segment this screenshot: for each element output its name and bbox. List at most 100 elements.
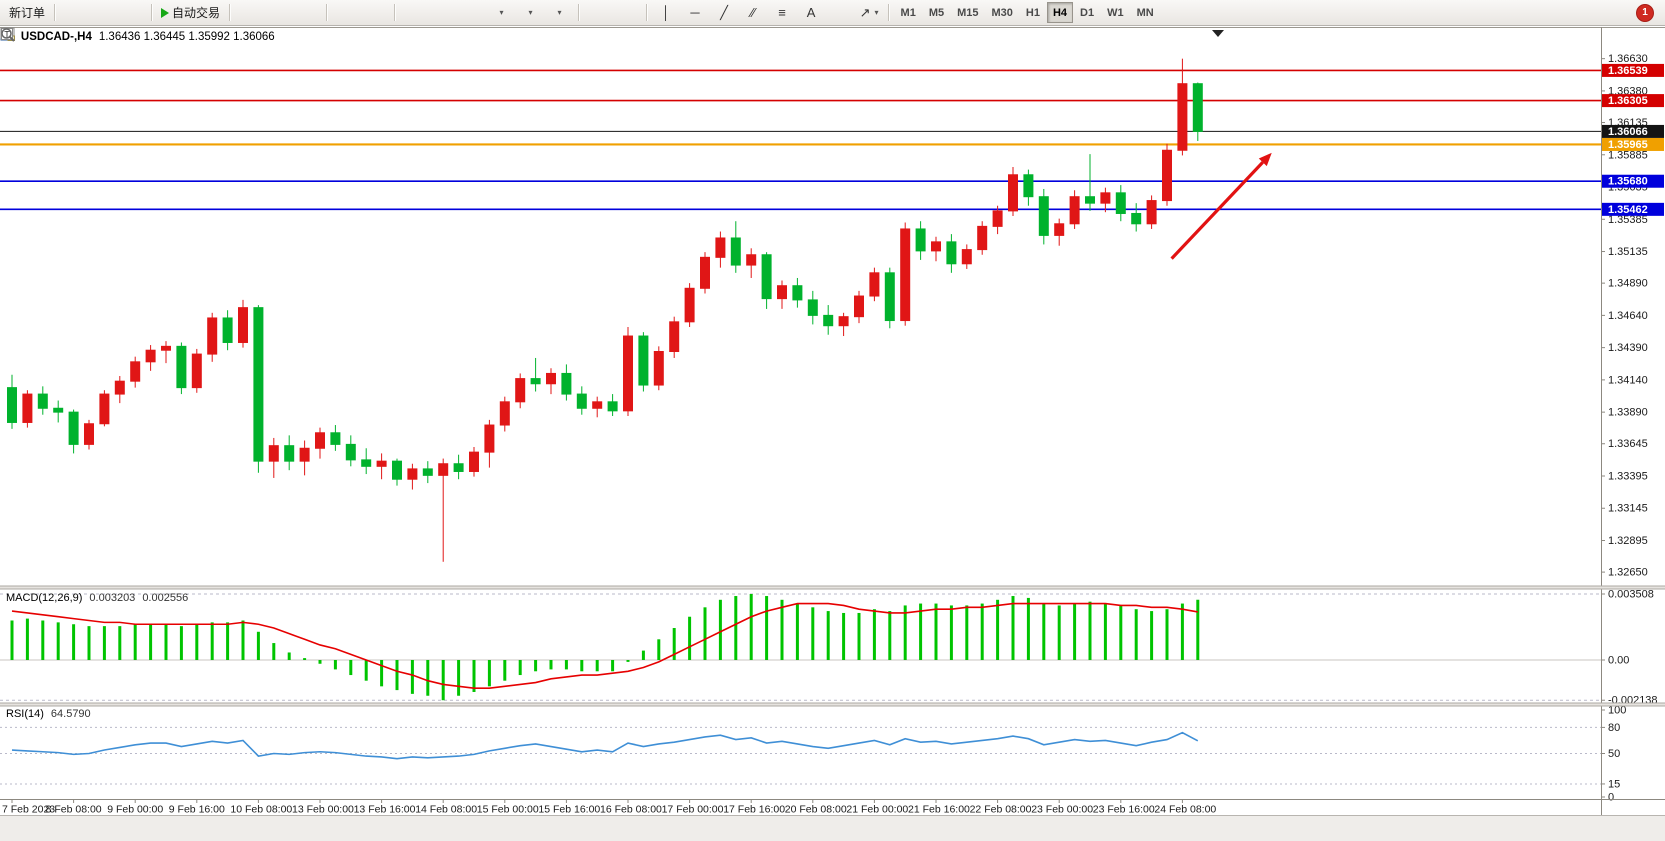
svg-text:80: 80 — [1608, 722, 1620, 734]
svg-text:1.34140: 1.34140 — [1608, 374, 1648, 386]
svg-text:1.34390: 1.34390 — [1608, 342, 1648, 354]
timeframe-d1-button[interactable]: D1 — [1080, 6, 1095, 19]
svg-text:1.33890: 1.33890 — [1608, 407, 1648, 419]
svg-text:22 Feb 08:00: 22 Feb 08:00 — [970, 804, 1032, 816]
svg-text:1.35135: 1.35135 — [1608, 246, 1648, 258]
price-axis: 1.366301.363801.361351.358851.356351.353… — [1601, 53, 1664, 804]
channel-icon: ∕∕ — [750, 5, 756, 20]
timeframe-m1-button[interactable]: M1 — [900, 6, 916, 19]
svg-text:50: 50 — [1608, 748, 1620, 760]
toolbar-separator — [229, 4, 231, 21]
bar-chart-mode-button[interactable] — [1, 1, 263, 39]
svg-text:9 Feb 00:00: 9 Feb 00:00 — [107, 804, 163, 816]
arrange-vertical-button[interactable] — [1, 1, 486, 41]
main-toolbar: 新订单 自动交易 — [0, 0, 1665, 42]
svg-text:1.36135: 1.36135 — [1608, 117, 1648, 129]
timeframe-mn-button[interactable]: MN — [1136, 6, 1154, 19]
timeframe-group: M1 M5 M15 M30 H1 H4 D1 W1 MN — [894, 2, 1160, 23]
zoom-out-button[interactable] — [1, 1, 389, 41]
svg-text:1.33395: 1.33395 — [1608, 470, 1648, 482]
svg-text:1.32650: 1.32650 — [1608, 567, 1648, 579]
search-button[interactable] — [1, 1, 1633, 42]
alerts-button[interactable] — [0, 1, 146, 40]
auto-trading-label: 自动交易 — [172, 6, 221, 20]
dropdown-arrow-icon: ▾ — [499, 8, 504, 17]
svg-text:17 Feb 00:00: 17 Feb 00:00 — [662, 804, 724, 816]
svg-text:0.00: 0.00 — [1608, 655, 1629, 667]
timeframe-m15-button[interactable]: M15 — [957, 6, 979, 19]
data-window-button[interactable] — [1, 1, 117, 40]
arrange-horizontal-button[interactable] — [0, 1, 457, 40]
search-icon — [1, 28, 15, 42]
timeframe-h1-button[interactable]: H1 — [1025, 6, 1040, 19]
text-label-tool-button[interactable]: T — [1, 1, 854, 40]
horizontal-line-tool-button[interactable]: ─ — [681, 1, 709, 25]
notification-badge[interactable]: 1 — [1636, 3, 1654, 22]
svg-text:1.33145: 1.33145 — [1608, 503, 1648, 515]
timeframe-m30-button[interactable]: M30 — [991, 6, 1013, 19]
rsi-line — [11, 731, 1199, 760]
svg-text:1.36539: 1.36539 — [1608, 65, 1648, 77]
svg-text:1.32895: 1.32895 — [1608, 535, 1648, 547]
svg-text:1.35462: 1.35462 — [1608, 204, 1648, 216]
indicators-dropdown[interactable]: ▾ — [0, 1, 573, 41]
macd-signal-line — [11, 602, 1198, 690]
toolbar-separator — [646, 4, 648, 21]
svg-text:1.36630: 1.36630 — [1608, 53, 1648, 65]
timeframe-w1-button[interactable]: W1 — [1107, 6, 1124, 19]
svg-text:10 Feb 08:00: 10 Feb 08:00 — [230, 804, 292, 816]
new-order-button[interactable]: 新订单 — [1, 1, 49, 40]
crosshair-tool-button[interactable] — [1, 1, 641, 40]
text-tool-button[interactable]: A — [797, 1, 825, 25]
panel-splitter[interactable] — [0, 702, 1665, 707]
auto-trading-button[interactable]: 自动交易 — [157, 1, 224, 25]
chart-end-marker-icon[interactable] — [1212, 30, 1224, 37]
trend-arrow[interactable] — [1170, 161, 1264, 260]
vertical-line-tool-button[interactable]: │ — [652, 1, 680, 25]
rsi-value: 64.5790 — [50, 708, 91, 720]
new-chart-dropdown[interactable]: ▾ — [0, 1, 515, 40]
line-chart-mode-button[interactable] — [0, 1, 321, 38]
svg-text:7 Feb 2023: 7 Feb 2023 — [2, 804, 55, 816]
trend-arrow-head — [1258, 152, 1272, 167]
chart-area[interactable]: 1.366301.363801.361351.358851.356351.353… — [0, 27, 1665, 841]
svg-text:T: T — [4, 30, 10, 40]
dropdown-arrow-icon: ▾ — [557, 8, 562, 17]
svg-text:15: 15 — [1608, 778, 1620, 790]
svg-text:13 Feb 16:00: 13 Feb 16:00 — [354, 804, 416, 816]
horizontal-line-icon: ─ — [690, 5, 700, 20]
svg-text:15 Feb 00:00: 15 Feb 00:00 — [477, 804, 539, 816]
svg-text:1.35385: 1.35385 — [1608, 214, 1648, 226]
trendline-icon: ╱ — [720, 5, 728, 20]
fibonacci-tool-button[interactable]: ≡ — [768, 1, 796, 25]
macd-name: MACD(12,26,9) — [6, 592, 83, 604]
toolbar-separator — [394, 4, 396, 21]
market-watch-button[interactable] — [0, 1, 88, 39]
svg-text:1.36305: 1.36305 — [1608, 95, 1648, 107]
toolbar-separator — [578, 4, 580, 21]
fibonacci-icon: ≡ — [778, 5, 786, 20]
channel-tool-button[interactable]: ∕∕ — [739, 1, 767, 25]
zoom-in-button[interactable] — [1, 1, 360, 41]
svg-text:1.34640: 1.34640 — [1608, 310, 1648, 322]
svg-text:1.34890: 1.34890 — [1608, 278, 1648, 290]
dropdown-arrow-icon: ▾ — [874, 8, 879, 17]
svg-text:1.35965: 1.35965 — [1608, 139, 1648, 151]
timeframe-m5-button[interactable]: M5 — [928, 6, 945, 19]
period-dropdown[interactable]: ▾ — [1, 1, 544, 40]
arrow-shape-icon: ↗ — [859, 5, 871, 20]
svg-text:1.35885: 1.35885 — [1608, 149, 1648, 161]
arrows-tool-dropdown[interactable]: ↗ ▾ — [855, 1, 883, 25]
macd-histogram — [10, 593, 1200, 701]
svg-text:21 Feb 16:00: 21 Feb 16:00 — [908, 804, 970, 816]
tile-windows-button[interactable] — [0, 1, 428, 41]
svg-text:23 Feb 16:00: 23 Feb 16:00 — [1093, 804, 1155, 816]
candlestick-mode-button[interactable] — [2, 1, 292, 40]
timeframe-h4-button[interactable]: H4 — [1046, 2, 1074, 23]
cursor-tool-button[interactable] — [3, 1, 612, 41]
trendline-tool-button[interactable]: ╱ — [710, 1, 738, 25]
panel-splitter[interactable] — [0, 585, 1665, 590]
rsi-indicator-label: RSI(14) 64.5790 — [6, 708, 91, 720]
symbol-name: USDCAD-,H4 — [20, 31, 92, 43]
